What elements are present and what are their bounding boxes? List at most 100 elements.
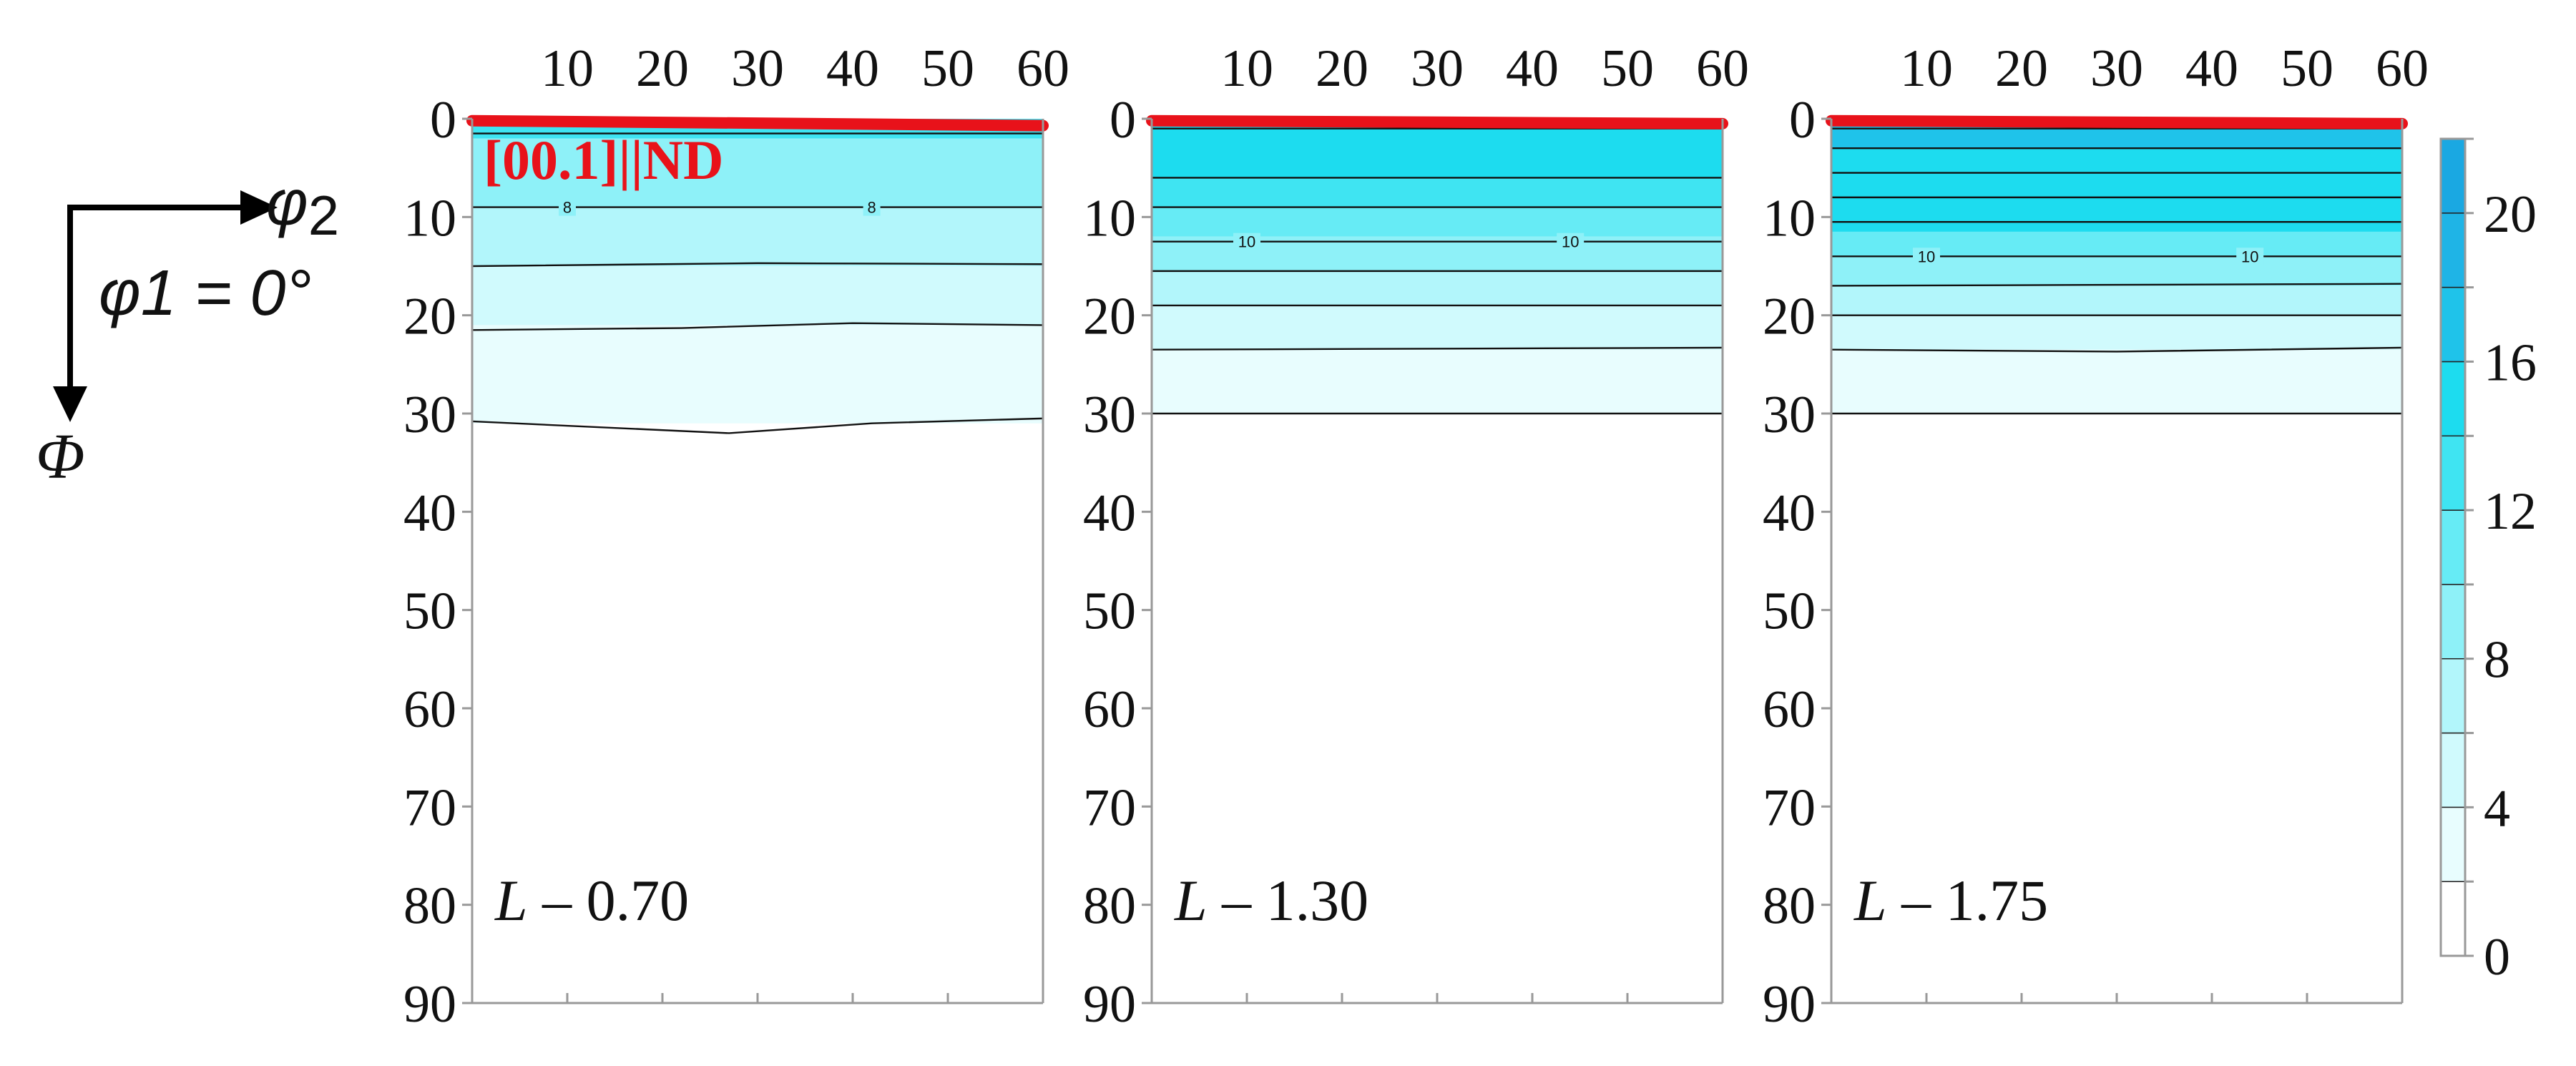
fiber-line bbox=[466, 114, 1049, 132]
contour-label-background bbox=[1557, 233, 1585, 250]
euler-angle-orientation-key: φ2 φ1 = 0° Φ bbox=[36, 167, 339, 492]
colorbar-swatch bbox=[2440, 732, 2466, 808]
y-tick-label: 30 bbox=[1083, 386, 1136, 444]
y-tick-label: 50 bbox=[403, 582, 456, 641]
y-tick-label: 40 bbox=[1763, 484, 1816, 542]
odf-intensity-band bbox=[1831, 148, 2402, 232]
y-tick-label: 40 bbox=[1083, 484, 1136, 542]
odf-intensity-band bbox=[1152, 305, 1723, 350]
x-tick-label: 40 bbox=[2185, 39, 2238, 98]
y-tick-label: 50 bbox=[1763, 582, 1816, 641]
fiber-line bbox=[1826, 114, 2408, 129]
contour-label-background bbox=[2236, 248, 2264, 265]
colorbar-swatch bbox=[2440, 806, 2466, 882]
colorbar-tick-label: 0 bbox=[2484, 928, 2510, 987]
y-tick-label: 90 bbox=[1083, 975, 1136, 1034]
x-tick-label: 60 bbox=[1017, 39, 1069, 98]
odf-intensity-band bbox=[472, 266, 1043, 326]
y-tick-label: 90 bbox=[1763, 975, 1816, 1034]
phi1-section-label: φ1 = 0° bbox=[99, 258, 311, 329]
colorbar-swatch bbox=[2440, 138, 2466, 214]
colorbar-frame bbox=[2439, 137, 2467, 957]
x-tick-label: 30 bbox=[731, 39, 784, 98]
fiber-line bbox=[1146, 114, 1728, 129]
contour-value-label: 8 bbox=[867, 199, 876, 217]
panel-label: L – 1.75 bbox=[1853, 868, 2048, 933]
colorbar-tick-label: 16 bbox=[2484, 333, 2537, 392]
colorbar-tick-label: 12 bbox=[2484, 482, 2537, 541]
isoline bbox=[1831, 283, 2403, 287]
panel-label: L – 1.30 bbox=[1174, 868, 1368, 933]
panel-label: L – 0.70 bbox=[494, 868, 689, 933]
x-tick-label: 20 bbox=[1995, 39, 2048, 98]
colorbar-tick-label: 4 bbox=[2484, 779, 2510, 838]
odf-intensity-band bbox=[472, 138, 1043, 207]
fiber-annotation: [00.1]||ND bbox=[484, 129, 723, 191]
contour-value-label: 10 bbox=[1918, 248, 1935, 265]
y-tick-label: 60 bbox=[1083, 680, 1136, 739]
colorbar-swatch bbox=[2440, 361, 2466, 437]
y-tick-label: 40 bbox=[403, 484, 456, 542]
colorbar-swatch bbox=[2440, 435, 2466, 511]
x-tick-label: 10 bbox=[541, 39, 594, 98]
x-tick-label: 40 bbox=[826, 39, 879, 98]
odf-intensity-band bbox=[1152, 270, 1723, 305]
y-tick-label: 80 bbox=[1763, 877, 1816, 936]
contour-value-label: 8 bbox=[563, 199, 572, 217]
x-tick-label: 10 bbox=[1900, 39, 1953, 98]
isoline bbox=[471, 322, 1044, 331]
contour-value-label: 10 bbox=[2241, 248, 2258, 265]
odf-intensity-band bbox=[472, 207, 1043, 266]
contour-value-label: 10 bbox=[1238, 233, 1255, 251]
x-tick-label: 60 bbox=[1696, 39, 1749, 98]
y-tick-label: 0 bbox=[430, 91, 456, 150]
odf-intensity-band bbox=[1831, 285, 2402, 316]
odf-intensity-band bbox=[1831, 349, 2402, 414]
y-tick-label: 0 bbox=[1110, 91, 1136, 150]
y-tick-label: 30 bbox=[403, 386, 456, 444]
y-tick-label: 70 bbox=[1763, 778, 1816, 837]
x-tick-label: 40 bbox=[1506, 39, 1559, 98]
contour-label-background bbox=[559, 198, 576, 216]
x-tick-label: 30 bbox=[2090, 39, 2143, 98]
y-tick-label: 10 bbox=[1763, 189, 1816, 248]
y-tick-label: 60 bbox=[403, 680, 456, 739]
odf-intensity-band bbox=[1152, 207, 1723, 237]
x-tick-label: 20 bbox=[1316, 39, 1368, 98]
colorbar-swatch bbox=[2440, 286, 2466, 363]
colorbar-swatch bbox=[2440, 881, 2466, 957]
colorbar-tick-label: 20 bbox=[2484, 185, 2537, 244]
y-tick-label: 10 bbox=[403, 189, 456, 248]
y-tick-label: 80 bbox=[1083, 877, 1136, 936]
x-tick-label: 50 bbox=[1601, 39, 1654, 98]
contour-label-background bbox=[863, 198, 881, 216]
x-tick-label: 50 bbox=[2281, 39, 2333, 98]
odf-section-panel-2: 10 10 0 10 20 30 40 50 60 70 80 90 10 20 30 40 50 60 L – 1… bbox=[1083, 39, 1749, 1034]
x-tick-label: 50 bbox=[921, 39, 974, 98]
y-tick-label: 80 bbox=[403, 877, 456, 936]
colorbar-swatch bbox=[2440, 657, 2466, 734]
isoline bbox=[471, 262, 1044, 268]
colorbar-swatch bbox=[2440, 509, 2466, 585]
contour-value-label: 10 bbox=[1562, 233, 1579, 251]
y-tick-label: 20 bbox=[403, 288, 456, 346]
odf-intensity-band bbox=[1152, 349, 1723, 414]
odf-intensity-band bbox=[1152, 177, 1723, 207]
x-tick-label: 60 bbox=[2376, 39, 2429, 98]
odf-intensity-band bbox=[1831, 315, 2402, 350]
colorbar-swatch bbox=[2440, 584, 2466, 660]
isoline bbox=[1151, 346, 1723, 351]
big-phi-arrowhead-icon bbox=[53, 386, 87, 422]
y-tick-label: 70 bbox=[1083, 778, 1136, 837]
odf-section-panel-3: 10 10 0 10 20 30 40 50 60 70 80 90 10 20 30 40 50 60 L – 1… bbox=[1763, 39, 2429, 1034]
phi2-arrowhead-icon bbox=[240, 190, 278, 225]
odf-intensity-band bbox=[472, 325, 1043, 424]
colorbar-tick-label: 8 bbox=[2484, 631, 2510, 690]
y-tick-label: 20 bbox=[1763, 288, 1816, 346]
y-tick-label: 30 bbox=[1763, 386, 1816, 444]
colorbar-swatch bbox=[2440, 212, 2466, 288]
y-tick-label: 10 bbox=[1083, 189, 1136, 248]
x-tick-label: 10 bbox=[1220, 39, 1273, 98]
